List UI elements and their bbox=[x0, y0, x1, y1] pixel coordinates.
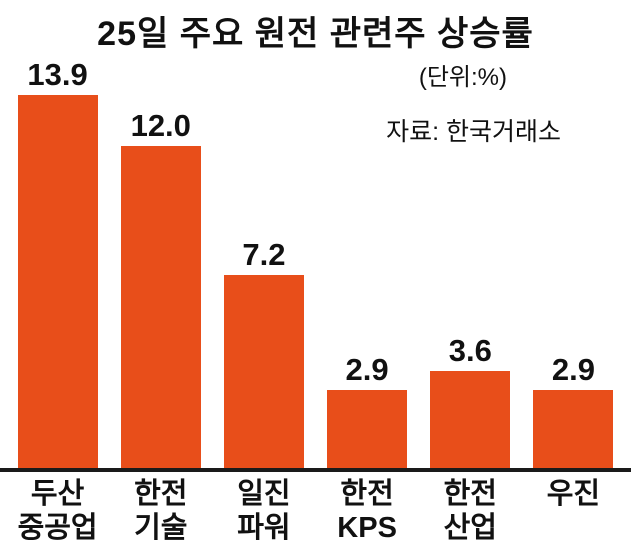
bar-group: 2.9 bbox=[522, 354, 625, 468]
chart-title: 25일 주요 원전 관련주 상승률 bbox=[97, 15, 534, 53]
bar-value-label: 2.9 bbox=[551, 352, 595, 387]
bars: 13.9 12.0 7.2 2.9 3.6 2.9 bbox=[6, 52, 625, 468]
category-labels: 두산 중공업 한전 기술 일진 파워 한전 KPS 한전 산업 우진 bbox=[6, 478, 625, 545]
x-axis-baseline bbox=[0, 468, 631, 472]
bar-group: 13.9 bbox=[6, 59, 109, 468]
category-label: 한전 KPS bbox=[316, 478, 419, 545]
category-label-line: 한전 bbox=[134, 478, 188, 510]
category-label-line: 두산 bbox=[30, 478, 85, 510]
bar bbox=[223, 275, 304, 468]
bar-value-label: 13.9 bbox=[27, 57, 88, 92]
category-label: 일진 파워 bbox=[212, 478, 315, 545]
category-label: 한전 기술 bbox=[109, 478, 212, 545]
category-label-line: 파워 bbox=[237, 511, 291, 544]
unit-label: (단위:%) bbox=[418, 64, 507, 91]
category-label: 한전 산업 bbox=[419, 478, 522, 545]
bar-value-label: 7.2 bbox=[242, 237, 286, 272]
bar-value-label: 12.0 bbox=[130, 108, 191, 143]
category-label-line: KPS bbox=[337, 511, 397, 544]
category-label-line: 우진 bbox=[546, 478, 601, 510]
bar bbox=[533, 390, 614, 468]
bar-group: 12.0 bbox=[109, 110, 212, 468]
category-label-line: 기술 bbox=[134, 511, 188, 544]
category-label-line: 산업 bbox=[443, 511, 497, 544]
category-label-line: 일진 bbox=[237, 478, 291, 510]
category-label-line: 한전 bbox=[443, 478, 497, 510]
source-label: 자료: 한국거래소 bbox=[386, 118, 561, 146]
category-label: 우진 bbox=[522, 478, 625, 512]
bar bbox=[17, 95, 98, 468]
bar-value-label: 2.9 bbox=[345, 352, 389, 387]
bar-group: 7.2 bbox=[212, 239, 315, 468]
bar-group: 2.9 bbox=[316, 354, 419, 468]
bar bbox=[430, 371, 511, 468]
category-label: 두산 중공업 bbox=[6, 478, 109, 545]
category-label-line: 한전 bbox=[340, 478, 394, 510]
category-label-line: 중공업 bbox=[17, 511, 98, 544]
bar-value-label: 3.6 bbox=[448, 333, 492, 368]
bar-group: 3.6 bbox=[419, 335, 522, 468]
bar bbox=[327, 390, 408, 468]
bar bbox=[120, 146, 201, 468]
